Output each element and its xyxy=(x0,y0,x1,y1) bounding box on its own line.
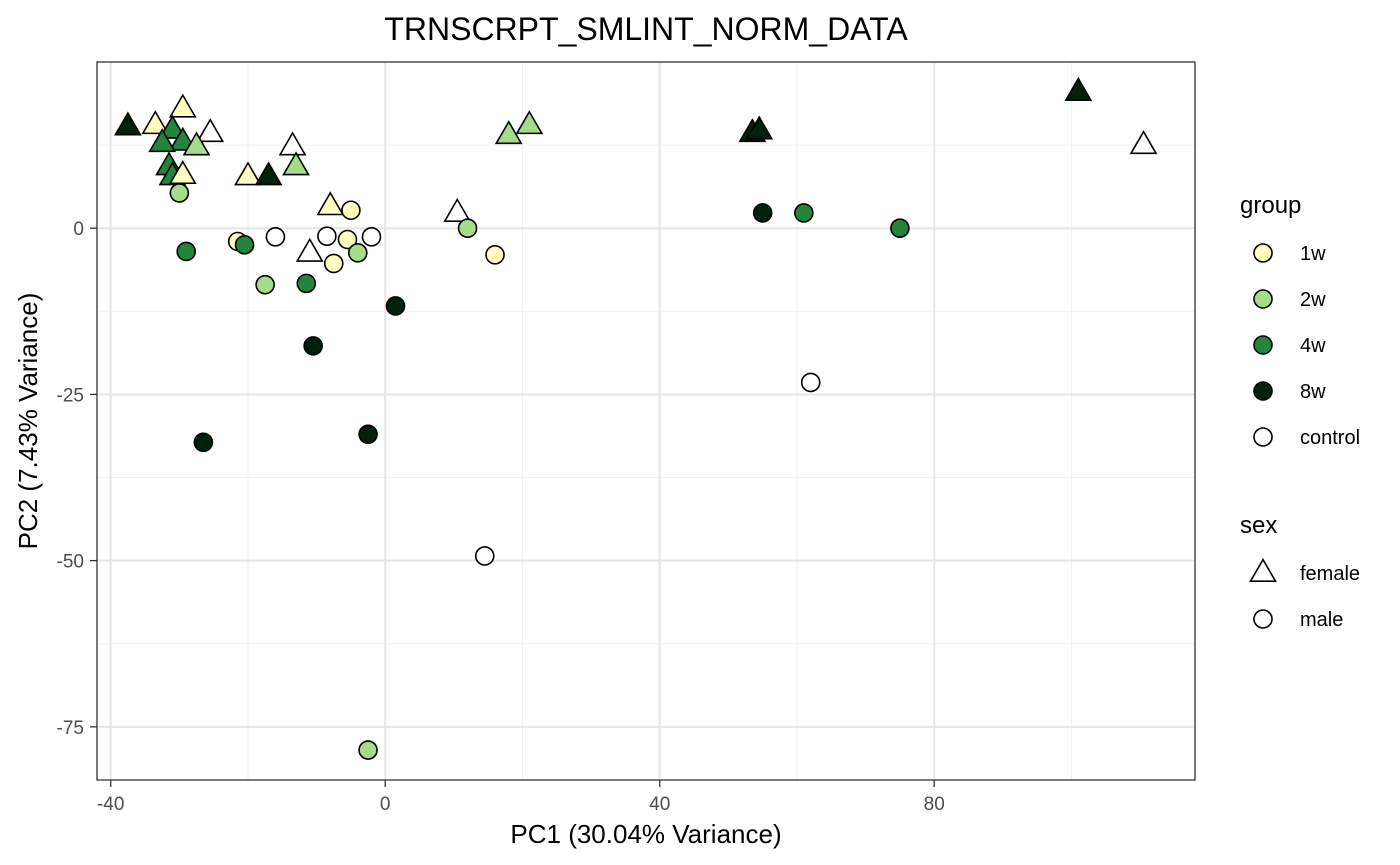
data-point-1w-female xyxy=(316,191,345,216)
data-point-2w-female xyxy=(494,120,523,145)
data-point-4w-male xyxy=(794,203,814,223)
data-point-control-female xyxy=(295,237,324,262)
data-point-control-male xyxy=(474,546,495,566)
legend: group 1w 2w 4w 8w control sex female male xyxy=(1240,192,1360,631)
data-point-2w-male xyxy=(358,740,378,760)
y-tick-label: -25 xyxy=(57,385,84,406)
legend-label-8w: 8w xyxy=(1300,381,1326,403)
grid-lines xyxy=(97,62,1195,780)
data-point-8w-female xyxy=(1064,76,1093,101)
data-point-8w-male xyxy=(303,336,323,356)
data-point-2w-male xyxy=(255,274,275,295)
data-point-control-male xyxy=(265,227,286,247)
data-point-1w-female xyxy=(168,159,197,185)
legend-label-1w: 1w xyxy=(1300,243,1326,265)
data-point-control-female xyxy=(196,118,225,143)
data-points xyxy=(113,76,1158,760)
x-tick-label: -40 xyxy=(97,794,124,815)
data-point-4w-male xyxy=(234,235,255,255)
y-tick-label: 0 xyxy=(73,219,84,240)
data-point-2w-female xyxy=(515,110,544,135)
data-point-control-female xyxy=(443,197,472,222)
data-point-1w-male xyxy=(341,200,361,221)
chart-title: TRNSCRPT_SMLINT_NORM_DATA xyxy=(384,11,908,47)
data-point-1w-male xyxy=(323,253,344,274)
data-point-2w-female xyxy=(282,151,310,176)
legend-label-male: male xyxy=(1300,609,1343,631)
x-axis-title: PC1 (30.04% Variance) xyxy=(510,819,781,849)
legend-label-control: control xyxy=(1300,427,1360,449)
data-point-1w-male xyxy=(337,229,358,250)
legend-key-male xyxy=(1253,609,1273,629)
data-point-2w-male xyxy=(169,183,190,203)
data-point-1w-female xyxy=(141,110,170,135)
x-tick-label: 0 xyxy=(380,794,391,815)
data-point-4w-male xyxy=(296,273,317,294)
data-point-4w-male xyxy=(890,218,910,239)
data-point-8w-male xyxy=(752,203,773,223)
data-point-2w-male xyxy=(347,243,368,263)
x-tick-label: 80 xyxy=(924,794,945,815)
data-point-8w-male xyxy=(358,424,378,445)
data-point-4w-female xyxy=(148,128,177,153)
legend-key-8w xyxy=(1253,381,1273,401)
data-point-control-male xyxy=(800,372,821,393)
data-point-1w-female xyxy=(168,93,197,118)
legend-key-2w xyxy=(1253,289,1273,309)
legend-title-group: group xyxy=(1240,192,1301,219)
data-point-1w-male xyxy=(485,244,505,265)
data-point-2w-female xyxy=(182,131,211,156)
data-point-8w-female xyxy=(745,115,774,140)
data-point-4w-male xyxy=(176,241,197,262)
legend-label-2w: 2w xyxy=(1300,289,1326,311)
legend-key-control xyxy=(1253,427,1273,447)
legend-label-female: female xyxy=(1300,563,1360,585)
legend-key-4w xyxy=(1253,335,1273,355)
data-point-control-male xyxy=(317,226,337,246)
data-point-control-female xyxy=(1129,130,1158,155)
legend-title-sex: sex xyxy=(1240,512,1277,539)
data-point-2w-male xyxy=(457,218,478,239)
legend-key-female xyxy=(1249,557,1277,583)
legend-label-4w: 4w xyxy=(1300,335,1326,357)
x-tick-label: 40 xyxy=(649,794,670,815)
y-tick-label: -50 xyxy=(57,552,84,573)
data-point-8w-female xyxy=(254,161,283,186)
data-point-control-male xyxy=(361,227,382,247)
axis-ticks: -40 0 40 80 -75 -50 -25 0 xyxy=(57,219,945,815)
plot-panel-border xyxy=(96,61,1196,781)
data-point-1w-female xyxy=(234,161,262,186)
data-point-4w-female xyxy=(158,114,187,139)
legend-key-1w xyxy=(1253,243,1273,263)
y-tick-label: -75 xyxy=(57,718,84,739)
data-point-8w-male xyxy=(385,296,406,316)
data-point-8w-female xyxy=(113,111,142,136)
data-point-control-female xyxy=(278,131,307,156)
y-axis-title: PC2 (7.43% Variance) xyxy=(13,293,43,550)
data-point-8w-male xyxy=(193,432,214,453)
